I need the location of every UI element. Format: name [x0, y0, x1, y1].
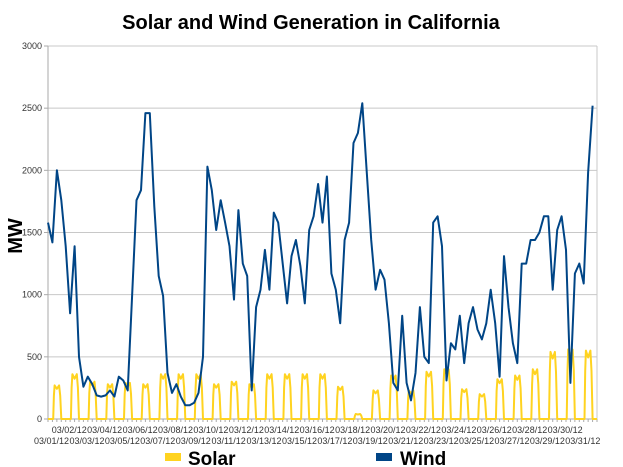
x-tick-label: 03/26/12 [477, 425, 512, 435]
x-tick-label: 03/21/12 [388, 436, 423, 446]
x-tick-label: 03/05/12 [105, 436, 140, 446]
y-tick-label: 3000 [22, 41, 42, 51]
x-tick-label: 03/13/12 [247, 436, 282, 446]
x-tick-label: 03/30/12 [548, 425, 583, 435]
gridlines [47, 45, 598, 420]
x-tick-label: 03/07/12 [140, 436, 175, 446]
x-axis-ticks: 03/01/1203/02/1203/03/1203/04/1203/05/12… [34, 419, 600, 446]
y-tick-label: 500 [27, 352, 42, 362]
x-tick-label: 03/31/12 [565, 436, 600, 446]
legend: Solar Wind [165, 449, 446, 467]
x-tick-label: 03/01/12 [34, 436, 69, 446]
x-tick-label: 03/23/12 [424, 436, 459, 446]
x-tick-label: 03/10/12 [193, 425, 228, 435]
x-tick-label: 03/03/12 [69, 436, 104, 446]
legend-label-solar: Solar [188, 449, 236, 467]
x-tick-label: 03/18/12 [335, 425, 370, 435]
y-tick-label: 1500 [22, 228, 42, 238]
y-axis-ticks: 0 500 1000 1500 2000 2500 3000 [22, 41, 48, 424]
x-tick-label: 03/29/12 [530, 436, 565, 446]
x-tick-label: 03/08/12 [158, 425, 193, 435]
y-tick-label: 2500 [22, 103, 42, 113]
solar-line [48, 348, 597, 420]
y-axis-label: MW [5, 218, 27, 254]
x-tick-label: 03/28/12 [512, 425, 547, 435]
x-tick-label: 03/22/12 [406, 425, 441, 435]
series-lines [47, 102, 597, 420]
wind-line [47, 102, 594, 407]
x-tick-label: 03/06/12 [123, 425, 158, 435]
x-tick-label: 03/11/12 [211, 436, 245, 446]
y-tick-label: 2000 [22, 165, 42, 175]
x-tick-label: 03/09/12 [176, 436, 211, 446]
x-tick-label: 03/24/12 [441, 425, 476, 435]
legend-label-wind: Wind [400, 449, 446, 467]
x-tick-label: 03/25/12 [459, 436, 494, 446]
y-tick-label: 0 [37, 414, 42, 424]
legend-swatch-wind [376, 453, 392, 461]
x-tick-label: 03/15/12 [282, 436, 317, 446]
x-tick-label: 03/14/12 [264, 425, 299, 435]
x-tick-label: 03/12/12 [229, 425, 264, 435]
x-tick-label: 03/02/12 [52, 425, 87, 435]
x-tick-label: 03/04/12 [87, 425, 122, 435]
x-tick-label: 03/20/12 [371, 425, 406, 435]
chart-title: Solar and Wind Generation in California [122, 12, 501, 34]
x-tick-label: 03/27/12 [494, 436, 529, 446]
x-tick-label: 03/17/12 [317, 436, 352, 446]
y-tick-label: 1000 [22, 290, 42, 300]
x-tick-label: 03/19/12 [353, 436, 388, 446]
x-tick-label: 03/16/12 [300, 425, 335, 435]
legend-swatch-solar [165, 453, 181, 461]
